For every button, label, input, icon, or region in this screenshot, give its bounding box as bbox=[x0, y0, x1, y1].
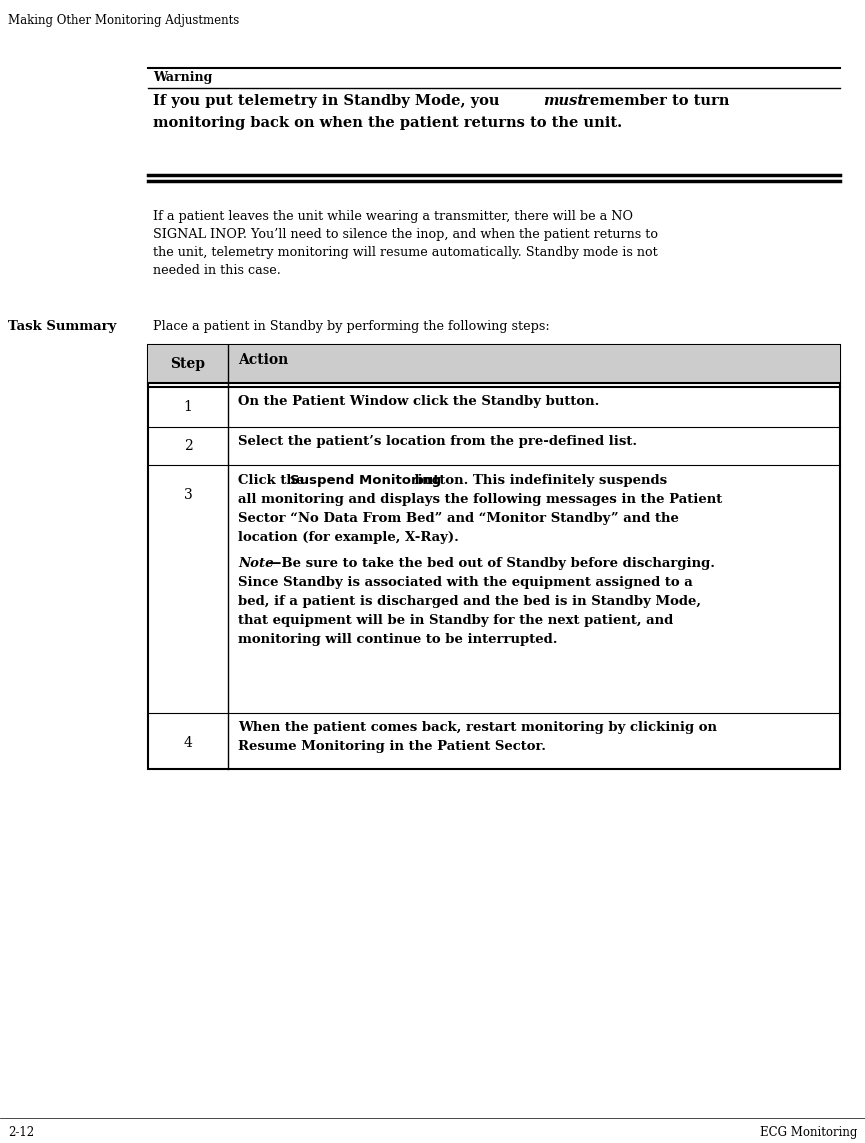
Text: On the Patient Window click the Standby button.: On the Patient Window click the Standby … bbox=[238, 395, 599, 408]
Text: Making Other Monitoring Adjustments: Making Other Monitoring Adjustments bbox=[8, 14, 240, 27]
Text: 4: 4 bbox=[183, 736, 192, 750]
Text: 2-12: 2-12 bbox=[8, 1126, 34, 1140]
Text: Sector “No Data From Bed” and “Monitor Standby” and the: Sector “No Data From Bed” and “Monitor S… bbox=[238, 512, 679, 525]
Text: 2: 2 bbox=[183, 439, 192, 453]
Text: bed, if a patient is discharged and the bed is in Standby Mode,: bed, if a patient is discharged and the … bbox=[238, 596, 701, 608]
Text: location (for example, X-Ray).: location (for example, X-Ray). bbox=[238, 531, 458, 544]
Text: monitoring back on when the patient returns to the unit.: monitoring back on when the patient retu… bbox=[153, 115, 622, 130]
Text: Step: Step bbox=[170, 357, 206, 371]
Text: If you put telemetry in Standby Mode, you: If you put telemetry in Standby Mode, yo… bbox=[153, 94, 504, 107]
Text: 1: 1 bbox=[183, 400, 192, 414]
Text: Resume Monitoring in the Patient Sector.: Resume Monitoring in the Patient Sector. bbox=[238, 740, 546, 753]
Text: Select the patient’s location from the pre-defined list.: Select the patient’s location from the p… bbox=[238, 435, 638, 448]
Text: If a patient leaves the unit while wearing a transmitter, there will be a NO: If a patient leaves the unit while weari… bbox=[153, 210, 633, 223]
Text: needed in this case.: needed in this case. bbox=[153, 264, 281, 277]
Text: the unit, telemetry monitoring will resume automatically. Standby mode is not: the unit, telemetry monitoring will resu… bbox=[153, 246, 657, 259]
Text: remember to turn: remember to turn bbox=[577, 94, 729, 107]
Text: that equipment will be in Standby for the next patient, and: that equipment will be in Standby for th… bbox=[238, 614, 673, 628]
Text: Suspend Monitoring: Suspend Monitoring bbox=[290, 474, 441, 487]
Text: must: must bbox=[543, 94, 584, 107]
Text: SIGNAL INOP. You’ll need to silence the inop, and when the patient returns to: SIGNAL INOP. You’ll need to silence the … bbox=[153, 227, 658, 241]
Text: button. This indefinitely suspends: button. This indefinitely suspends bbox=[410, 474, 667, 487]
Text: Place a patient in Standby by performing the following steps:: Place a patient in Standby by performing… bbox=[153, 320, 550, 333]
Text: ECG Monitoring: ECG Monitoring bbox=[759, 1126, 857, 1140]
Text: monitoring will continue to be interrupted.: monitoring will continue to be interrupt… bbox=[238, 633, 558, 646]
Text: Click the: Click the bbox=[238, 474, 309, 487]
Bar bbox=[148, 345, 840, 383]
Text: all monitoring and displays the following messages in the Patient: all monitoring and displays the followin… bbox=[238, 493, 722, 506]
Text: —Be sure to take the bed out of Standby before discharging.: —Be sure to take the bed out of Standby … bbox=[268, 557, 715, 570]
Text: When the patient comes back, restart monitoring by clickinig on: When the patient comes back, restart mon… bbox=[238, 721, 717, 734]
Text: Action: Action bbox=[238, 353, 288, 367]
Text: Task Summary: Task Summary bbox=[8, 320, 117, 333]
Text: Since Standby is associated with the equipment assigned to a: Since Standby is associated with the equ… bbox=[238, 576, 693, 589]
Text: 3: 3 bbox=[183, 488, 192, 502]
Text: Warning: Warning bbox=[153, 71, 213, 83]
Text: Note: Note bbox=[238, 557, 273, 570]
Bar bbox=[148, 345, 840, 769]
